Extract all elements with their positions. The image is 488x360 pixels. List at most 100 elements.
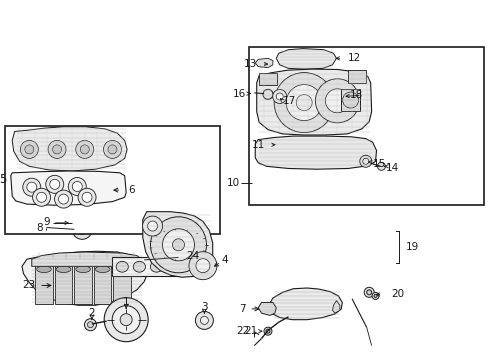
Circle shape [52,145,61,154]
Circle shape [68,177,86,195]
Circle shape [78,230,81,233]
Circle shape [23,178,41,196]
Circle shape [362,158,368,164]
Circle shape [200,316,208,324]
Text: 15: 15 [372,159,385,169]
Circle shape [272,90,286,103]
Text: 3: 3 [201,302,207,312]
Polygon shape [32,252,142,266]
Ellipse shape [115,266,129,273]
Circle shape [147,221,157,231]
Circle shape [48,140,66,158]
Polygon shape [94,266,111,304]
Text: 10: 10 [227,178,240,188]
Circle shape [373,294,376,297]
Ellipse shape [56,266,71,273]
Polygon shape [139,259,152,267]
Circle shape [72,181,82,192]
Circle shape [80,230,83,233]
Circle shape [112,306,140,334]
Circle shape [274,73,333,132]
Circle shape [377,162,385,170]
Circle shape [27,182,37,192]
Circle shape [188,252,217,280]
Polygon shape [11,171,126,205]
Text: 14: 14 [386,163,399,173]
Text: 1: 1 [122,297,129,307]
Bar [249,47,483,205]
Ellipse shape [133,261,145,272]
Circle shape [85,228,88,231]
Circle shape [76,227,79,230]
Circle shape [20,140,38,158]
Polygon shape [258,302,276,315]
Circle shape [359,155,371,167]
Circle shape [69,216,82,230]
Circle shape [285,85,322,121]
Text: 18: 18 [349,90,362,100]
Polygon shape [332,301,339,313]
Text: 20: 20 [390,289,404,300]
Circle shape [142,216,162,236]
Circle shape [77,224,87,234]
Circle shape [50,179,60,189]
Ellipse shape [95,266,110,273]
Ellipse shape [165,261,178,272]
Circle shape [82,192,92,202]
Circle shape [371,292,378,300]
Circle shape [103,140,121,158]
Polygon shape [255,58,272,68]
Circle shape [59,194,68,204]
Circle shape [84,319,96,331]
Bar [341,89,359,111]
Circle shape [276,93,283,100]
Bar [5,126,220,234]
Polygon shape [113,266,131,304]
Circle shape [80,145,89,154]
Polygon shape [22,251,147,305]
Polygon shape [142,212,212,277]
Circle shape [82,226,85,229]
Text: 13: 13 [243,59,256,69]
Circle shape [264,327,271,335]
Circle shape [82,230,85,233]
Circle shape [195,311,213,329]
Circle shape [84,229,87,232]
Circle shape [150,217,206,273]
Circle shape [196,259,209,273]
Polygon shape [347,70,365,83]
Circle shape [80,225,83,229]
Bar [112,257,181,276]
Polygon shape [55,266,72,304]
Circle shape [265,329,269,333]
Circle shape [46,175,63,193]
Circle shape [366,290,371,295]
Text: 4: 4 [221,255,228,265]
Circle shape [104,298,148,342]
Circle shape [55,190,72,208]
Circle shape [172,239,184,251]
Ellipse shape [150,261,162,272]
Ellipse shape [37,266,51,273]
Circle shape [73,220,79,226]
Polygon shape [12,127,127,171]
Text: 12: 12 [347,53,361,63]
Text: 6: 6 [128,185,135,195]
Polygon shape [35,266,53,304]
Text: 17: 17 [282,96,295,106]
Text: 19: 19 [405,242,418,252]
Circle shape [108,145,117,154]
Circle shape [25,145,34,154]
Text: 7: 7 [238,304,245,314]
Circle shape [33,188,50,206]
Circle shape [76,140,94,158]
Text: 23: 23 [22,280,36,291]
Text: 9: 9 [43,217,50,227]
Text: 16: 16 [233,89,246,99]
Ellipse shape [116,261,128,272]
Text: 5: 5 [0,173,6,186]
Circle shape [315,79,359,123]
Polygon shape [276,49,336,69]
Circle shape [162,229,194,261]
Text: 11: 11 [251,140,264,150]
